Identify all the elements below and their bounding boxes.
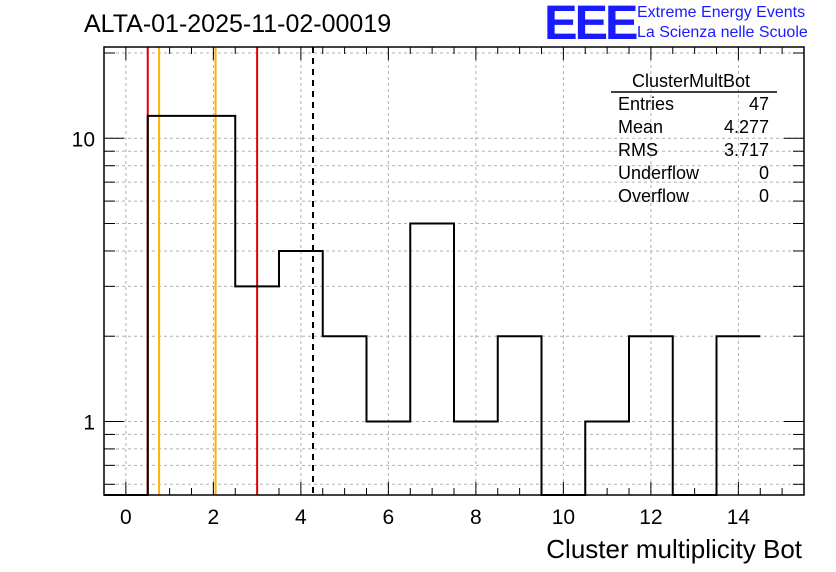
stats-row-value: 0 xyxy=(759,186,769,206)
x-tick-label: 12 xyxy=(639,506,662,529)
x-tick-label: 10 xyxy=(552,506,575,529)
stats-row-label: RMS xyxy=(618,140,658,160)
x-tick-label: 4 xyxy=(295,506,307,529)
stats-row-value: 47 xyxy=(749,94,769,114)
y-tick-label: 1 xyxy=(83,411,95,434)
stats-row-value: 3.717 xyxy=(724,140,769,160)
stats-title: ClusterMultBot xyxy=(632,71,750,91)
stats-row-label: Overflow xyxy=(618,186,690,206)
x-axis-label: Cluster multiplicity Bot xyxy=(546,534,803,564)
plot-frame xyxy=(103,46,805,496)
x-tick-label: 6 xyxy=(383,506,395,529)
x-tick-label: 14 xyxy=(727,506,751,529)
eee-logo: EEE xyxy=(544,0,639,50)
stats-row-label: Entries xyxy=(618,94,674,114)
logo-caption-line1: Extreme Energy Events xyxy=(637,4,806,21)
y-tick-label: 10 xyxy=(72,128,95,151)
histogram-series xyxy=(104,114,761,496)
chart-title: ALTA-01-2025-11-02-00019 xyxy=(84,10,392,38)
x-tick-label: 0 xyxy=(120,506,132,529)
x-tick-label: 8 xyxy=(470,506,482,529)
minor-ticks xyxy=(103,47,805,495)
stats-box: ClusterMultBot Entries 47 Mean 4.277 RMS 3.71… xyxy=(611,71,777,206)
stats-row-label: Mean xyxy=(618,117,663,137)
x-tick-label: 2 xyxy=(208,506,220,529)
logo-caption-line2: La Scienza nelle Scuole xyxy=(637,24,808,41)
stats-row-value: 4.277 xyxy=(724,117,769,137)
stats-row-value: 0 xyxy=(759,163,769,183)
stats-row-label: Underflow xyxy=(618,163,700,183)
x-axis: 0 2 4 6 8 10 12 14 xyxy=(120,506,750,529)
y-axis: 1 10 xyxy=(72,128,95,434)
